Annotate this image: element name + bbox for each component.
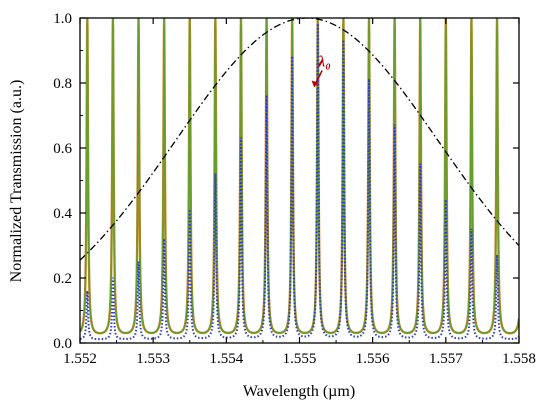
y-axis-label: Normalized Transmission (a.u.) xyxy=(8,80,25,283)
plot-frame xyxy=(79,17,520,344)
y-tick-label: 0.0 xyxy=(53,336,72,352)
series-orange-line xyxy=(80,18,519,335)
y-tick-label: 0.6 xyxy=(53,141,72,157)
lambda0-annotation: λ₀ xyxy=(317,54,331,71)
x-tick-label: 1.557 xyxy=(429,351,463,367)
x-tick-label: 1.554 xyxy=(209,351,243,367)
plot-layer xyxy=(80,18,519,341)
x-tick-label: 1.555 xyxy=(283,351,317,367)
axis-layer: 1.552 1.553 1.554 1.555 1.556 1.557 1.558 0.0 0.… xyxy=(53,11,536,367)
y-tick-label: 1.0 xyxy=(53,11,72,27)
series-blue-dotted-line xyxy=(80,23,519,341)
x-tick-label: 1.553 xyxy=(136,351,170,367)
x-tick-label: 1.552 xyxy=(63,351,97,367)
x-axis-label: Wavelength (µm) xyxy=(243,383,355,400)
series-envelope-line xyxy=(80,18,519,261)
annotation-layer: λ₀ xyxy=(311,54,331,88)
x-tick-label: 1.556 xyxy=(356,351,390,367)
y-tick-label: 0.2 xyxy=(53,271,72,287)
y-tick-label: 0.4 xyxy=(53,206,72,222)
y-tick-label: 0.8 xyxy=(53,76,72,92)
x-tick-label: 1.558 xyxy=(502,351,536,367)
annotation-arrowhead xyxy=(311,80,319,88)
series-green-line xyxy=(80,18,519,334)
